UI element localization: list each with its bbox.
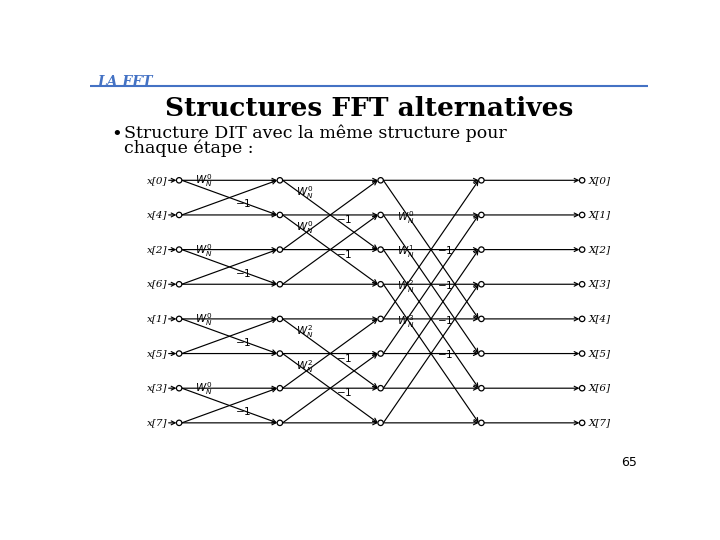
Text: $W_N^{0}$: $W_N^{0}$	[296, 185, 314, 201]
Circle shape	[176, 420, 182, 426]
Circle shape	[580, 178, 585, 183]
Circle shape	[580, 351, 585, 356]
Text: X[2]: X[2]	[589, 245, 611, 254]
Circle shape	[580, 316, 585, 322]
Text: $-1$: $-1$	[437, 314, 453, 326]
Circle shape	[479, 351, 484, 356]
Circle shape	[580, 247, 585, 252]
Circle shape	[580, 386, 585, 391]
Circle shape	[277, 420, 282, 426]
Text: $W_N^{0}$: $W_N^{0}$	[296, 219, 314, 236]
Circle shape	[479, 386, 484, 391]
Circle shape	[580, 420, 585, 426]
Text: x[1]: x[1]	[147, 314, 167, 323]
Text: $W_N^{2}$: $W_N^{2}$	[296, 323, 314, 340]
Circle shape	[479, 316, 484, 322]
Text: $-1$: $-1$	[235, 267, 252, 279]
Circle shape	[277, 316, 282, 322]
Text: $W_N^{0}$: $W_N^{0}$	[195, 173, 213, 190]
Circle shape	[378, 316, 383, 322]
Text: X[5]: X[5]	[589, 349, 611, 358]
Text: X[1]: X[1]	[589, 211, 611, 219]
Text: $W_N^{0}$: $W_N^{0}$	[195, 242, 213, 259]
Text: •: •	[112, 125, 122, 143]
Circle shape	[277, 386, 282, 391]
Text: x[3]: x[3]	[147, 384, 167, 393]
Circle shape	[176, 316, 182, 322]
Text: 65: 65	[621, 456, 637, 469]
Text: $W_N^{0}$: $W_N^{0}$	[195, 381, 213, 397]
Circle shape	[277, 281, 282, 287]
Text: x[6]: x[6]	[147, 280, 167, 289]
Text: $-1$: $-1$	[336, 352, 352, 363]
Circle shape	[176, 351, 182, 356]
Text: x[4]: x[4]	[147, 211, 167, 219]
Circle shape	[176, 386, 182, 391]
Circle shape	[176, 212, 182, 218]
Text: $-1$: $-1$	[235, 406, 252, 417]
Circle shape	[176, 178, 182, 183]
Text: $-1$: $-1$	[336, 248, 352, 260]
Circle shape	[580, 281, 585, 287]
Circle shape	[378, 247, 383, 252]
Circle shape	[277, 212, 282, 218]
Text: $-1$: $-1$	[437, 279, 453, 291]
Text: Structures FFT alternatives: Structures FFT alternatives	[165, 96, 573, 120]
Circle shape	[479, 212, 484, 218]
Circle shape	[580, 212, 585, 218]
Circle shape	[479, 420, 484, 426]
Circle shape	[378, 386, 383, 391]
Circle shape	[277, 178, 282, 183]
Text: $W_N^{0}$: $W_N^{0}$	[397, 209, 414, 226]
Circle shape	[378, 281, 383, 287]
Text: $-1$: $-1$	[235, 336, 252, 348]
Text: chaque étape :: chaque étape :	[124, 139, 253, 157]
Circle shape	[479, 247, 484, 252]
Text: $-1$: $-1$	[235, 198, 252, 210]
Text: x[5]: x[5]	[147, 349, 167, 358]
Text: $-1$: $-1$	[336, 386, 352, 399]
Circle shape	[277, 351, 282, 356]
Text: X[7]: X[7]	[589, 418, 611, 427]
Text: x[0]: x[0]	[147, 176, 167, 185]
Text: x[2]: x[2]	[147, 245, 167, 254]
Circle shape	[378, 351, 383, 356]
Text: x[7]: x[7]	[147, 418, 167, 427]
Circle shape	[277, 247, 282, 252]
Circle shape	[479, 281, 484, 287]
Circle shape	[378, 178, 383, 183]
Text: $W_N^{1}$: $W_N^{1}$	[397, 244, 414, 260]
Text: $-1$: $-1$	[437, 348, 453, 360]
Circle shape	[479, 178, 484, 183]
Text: $-1$: $-1$	[437, 244, 453, 256]
Text: Structure DIT avec la même structure pour: Structure DIT avec la même structure pou…	[124, 125, 507, 143]
Text: $W_N^{2}$: $W_N^{2}$	[296, 358, 314, 375]
Circle shape	[378, 420, 383, 426]
Text: X[0]: X[0]	[589, 176, 611, 185]
Text: $W_N^{3}$: $W_N^{3}$	[397, 313, 414, 330]
Circle shape	[378, 212, 383, 218]
Circle shape	[176, 281, 182, 287]
Text: $W_N^{2}$: $W_N^{2}$	[397, 278, 414, 295]
Text: $-1$: $-1$	[336, 213, 352, 225]
Text: X[6]: X[6]	[589, 384, 611, 393]
Text: X[4]: X[4]	[589, 314, 611, 323]
Text: LA FFT: LA FFT	[98, 75, 153, 89]
Text: $W_N^{0}$: $W_N^{0}$	[195, 311, 213, 328]
Text: X[3]: X[3]	[589, 280, 611, 289]
Circle shape	[176, 247, 182, 252]
